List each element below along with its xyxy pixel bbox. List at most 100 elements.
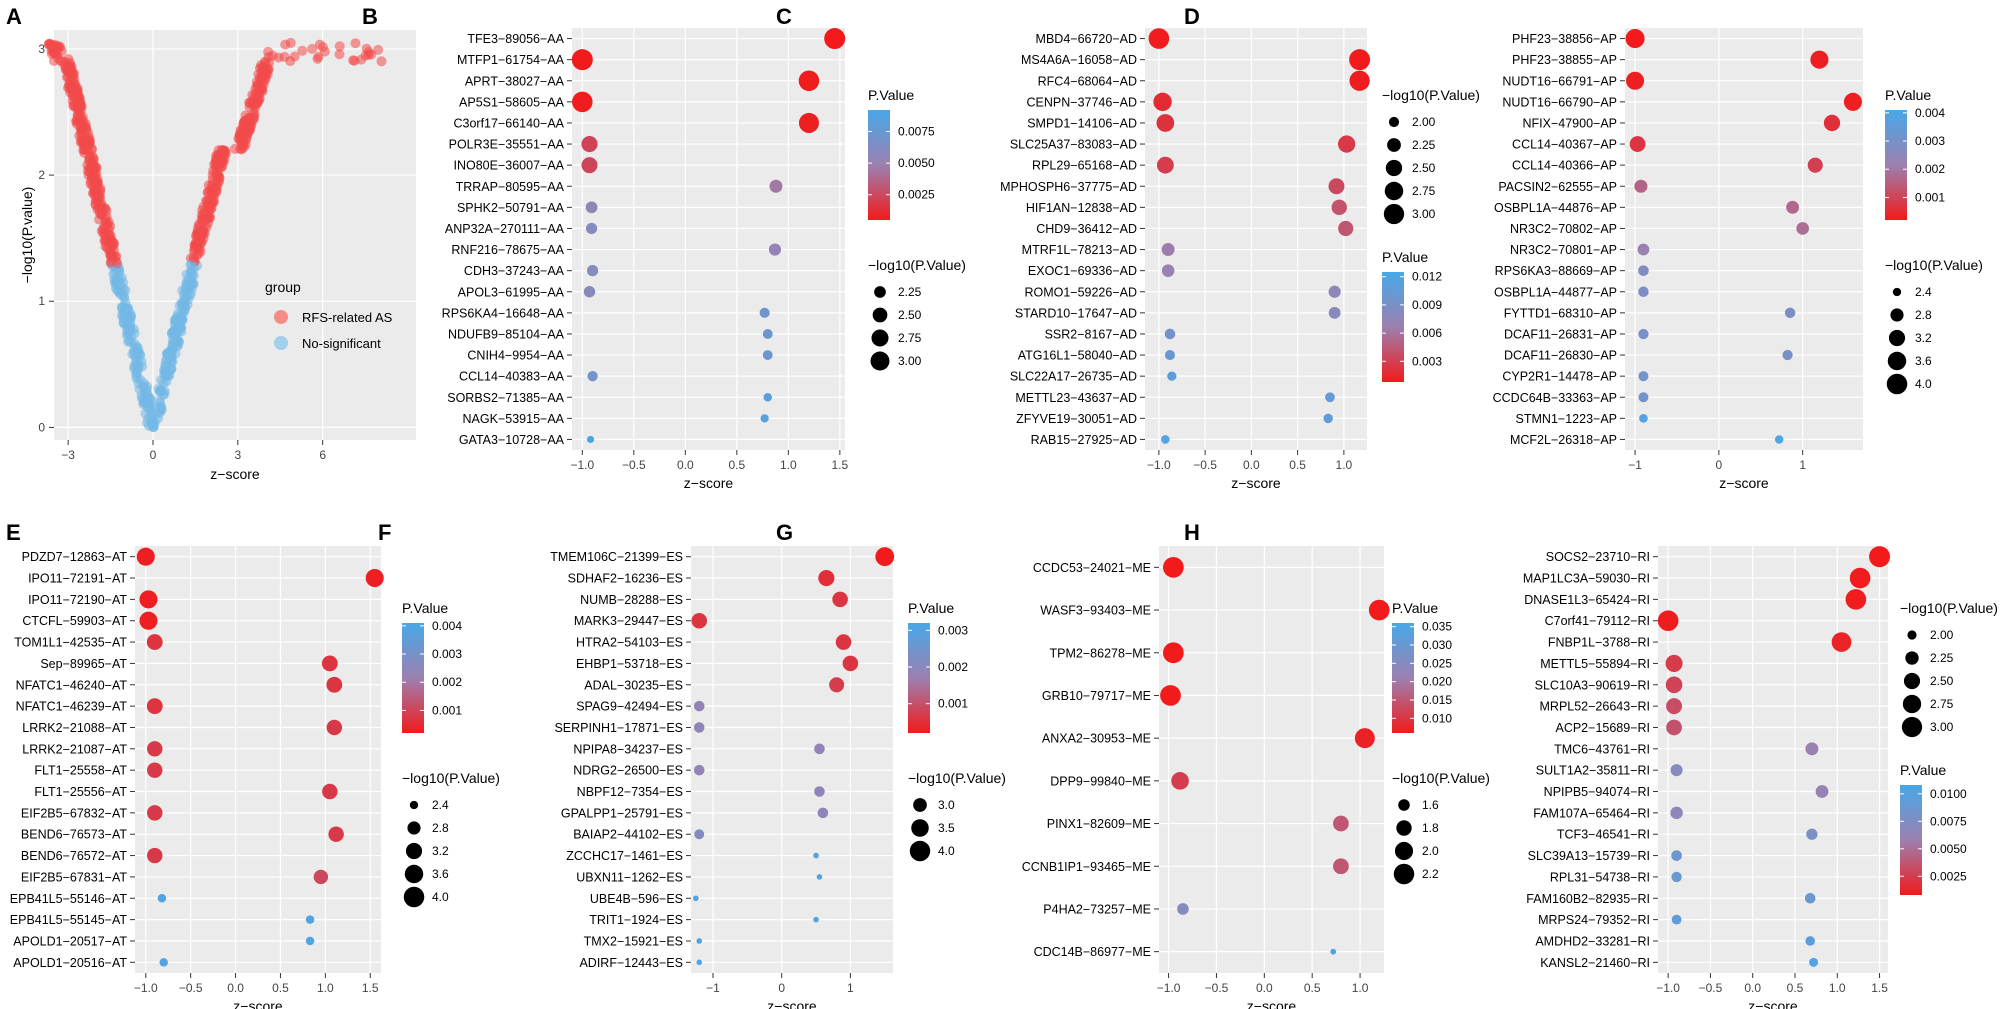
x-tick-label: −0.5 xyxy=(1193,458,1217,472)
colorbar-label: 0.035 xyxy=(1422,620,1452,634)
point-significant xyxy=(244,116,255,127)
color-legend-title: P.Value xyxy=(908,600,954,616)
data-point xyxy=(157,894,167,903)
data-point xyxy=(1671,850,1682,861)
data-point xyxy=(1156,114,1175,132)
data-point xyxy=(326,676,343,693)
data-point xyxy=(139,590,158,609)
colorbar-label: 0.001 xyxy=(1915,190,1945,204)
data-point xyxy=(1328,285,1341,298)
category-label: GRB10−79717−ME xyxy=(1042,689,1151,703)
point-non-significant xyxy=(184,290,195,301)
category-label: NUMB−28288−ES xyxy=(580,593,683,607)
category-label: TPM2−86278−ME xyxy=(1050,646,1151,660)
data-point xyxy=(1823,114,1841,132)
data-point xyxy=(313,869,329,885)
colorbar-label: 0.0075 xyxy=(1930,814,1967,828)
category-label: CYP2R1−14478−AP xyxy=(1502,370,1617,384)
panel-letter-h: H xyxy=(1184,520,1200,545)
point-significant xyxy=(91,163,102,174)
colorbar xyxy=(1885,110,1907,220)
data-point xyxy=(696,938,703,944)
data-point xyxy=(1328,306,1341,319)
size-legend: −log10(P.Value) 2.4 2.8 3.2 3.6 4.0 xyxy=(1885,257,1983,395)
category-label: ZFYVE19−30051−AD xyxy=(1016,412,1137,426)
category-label: SERPINH1−17871−ES xyxy=(554,721,683,735)
data-point xyxy=(572,91,593,113)
color-legend-title: P.Value xyxy=(1900,762,1946,778)
point-significant xyxy=(96,225,107,236)
category-label: RPL31−54738−RI xyxy=(1550,870,1650,884)
category-label: MTFP1−61754−AA xyxy=(457,53,565,67)
category-label: APOL3−61995−AA xyxy=(458,285,565,299)
size-legend-dot xyxy=(1394,841,1414,861)
category-label: NR3C2−70802−AP xyxy=(1510,222,1617,236)
data-point xyxy=(1657,610,1679,632)
panel-letter-a: A xyxy=(6,4,22,29)
size-legend-dot xyxy=(874,286,886,298)
category-label: MAP1LC3A−59030−RI xyxy=(1523,572,1650,586)
panel-letter-d: D xyxy=(1184,4,1200,29)
category-label: MPHOSPH6−37775−AD xyxy=(1000,180,1137,194)
size-legend-title: −log10(P.Value) xyxy=(402,770,500,786)
category-label: PHF23−38855−AP xyxy=(1512,53,1617,67)
size-legend-dot xyxy=(1901,716,1923,738)
point-significant xyxy=(104,248,115,259)
data-point xyxy=(1331,199,1347,216)
category-label: RPL29−65168−AD xyxy=(1032,159,1137,173)
data-point xyxy=(691,612,708,629)
point-significant xyxy=(252,96,263,107)
point-non-significant xyxy=(129,328,140,339)
point-significant xyxy=(193,219,204,230)
category-label: ROMO1−59226−AD xyxy=(1024,285,1137,299)
x-tick-label: −1.0 xyxy=(1656,981,1680,995)
panel-b-dot-plot: −1.0 −0.5 0.0 0.5 1.0 1.5 TFE3−89056−AA MTFP1−6… xyxy=(442,28,966,491)
data-point xyxy=(139,611,158,630)
colorbar-label: 0.0050 xyxy=(898,156,935,170)
data-point xyxy=(1845,589,1867,610)
category-label: NAGK−53915−AA xyxy=(463,412,565,426)
category-label: OSBPL1A−44877−AP xyxy=(1494,285,1617,299)
point-significant xyxy=(234,129,245,140)
colorbar xyxy=(1900,785,1922,895)
point-significant xyxy=(334,41,345,52)
data-point xyxy=(829,677,845,693)
x-tick-label: 0 xyxy=(1716,458,1723,472)
x-tick-label: 0.0 xyxy=(1256,981,1273,995)
category-label: PDZD7−12863−AT xyxy=(22,550,128,564)
data-point xyxy=(1670,764,1683,777)
data-point xyxy=(1782,349,1793,361)
data-point xyxy=(581,157,598,174)
legend-swatch xyxy=(274,310,288,324)
category-label: RAB15−27925−AD xyxy=(1031,433,1137,447)
point-significant xyxy=(100,214,111,225)
panel-letter-e: E xyxy=(6,520,21,545)
data-point xyxy=(305,915,315,924)
size-legend-label: 2.0 xyxy=(1422,844,1439,858)
x-tick-label: 1.0 xyxy=(317,981,334,995)
data-point xyxy=(762,350,773,360)
color-legend-title: P.Value xyxy=(1382,249,1428,265)
legend-title: group xyxy=(265,279,301,295)
size-legend-label: 4.0 xyxy=(432,890,449,904)
category-label: AMDHD2−33281−RI xyxy=(1535,934,1650,948)
color-legend: P.Value 0.035 0.030 0.025 0.020 0.015 0.010 xyxy=(1392,600,1452,733)
category-label: CDH3−37243−AA xyxy=(464,264,565,278)
category-label: EPB41L5−55145−AT xyxy=(10,913,128,927)
x-tick-label: 0.0 xyxy=(677,458,694,472)
size-legend-label: 2.2 xyxy=(1422,867,1439,881)
size-legend: −log10(P.Value) 3.0 3.5 4.0 xyxy=(908,770,1006,862)
colorbar-label: 0.003 xyxy=(432,647,462,661)
category-label: METTL5−55894−RI xyxy=(1540,657,1650,671)
size-legend-label: 2.4 xyxy=(432,798,449,812)
size-legend-dot xyxy=(911,819,929,837)
data-point xyxy=(571,49,593,71)
point-significant xyxy=(189,239,200,250)
data-point xyxy=(146,634,163,650)
x-tick-label: 1.0 xyxy=(1352,981,1369,995)
point-non-significant xyxy=(166,358,177,369)
point-significant xyxy=(91,176,102,187)
plot-background xyxy=(1145,28,1367,450)
x-tick-label: −0.5 xyxy=(179,981,203,995)
data-point xyxy=(1670,806,1683,820)
